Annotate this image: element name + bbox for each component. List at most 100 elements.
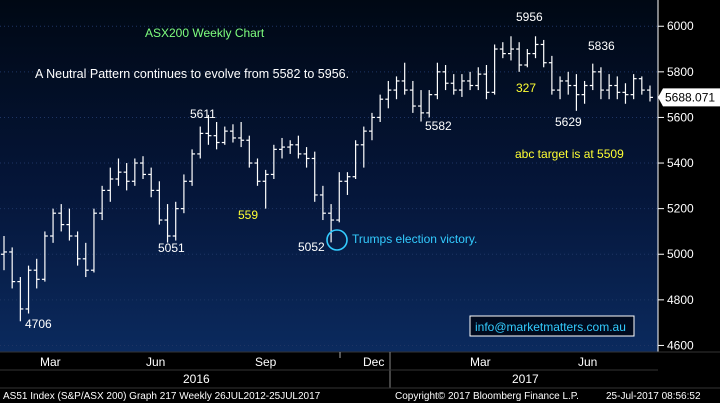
ohlc-bar: [638, 76, 645, 95]
ohlc-bar: [41, 231, 48, 282]
ohlc-bar: [279, 137, 286, 159]
annotation-5611: 5611: [190, 107, 216, 121]
annotation-5956: 5956: [516, 10, 543, 24]
price-axis: 4600 4800 5000 5200 5400 5600 5800 6000: [657, 0, 694, 352]
month-label-sep-2016: Sep: [255, 355, 277, 369]
ohlc-bar: [1, 236, 7, 271]
ohlc-bar: [262, 169, 269, 209]
ohlc-bar: [507, 36, 514, 61]
ohlc-bar: [344, 172, 351, 195]
ohlc-bar: [74, 231, 81, 266]
ohlc-bar: [123, 163, 130, 191]
ohlc-bar: [295, 135, 302, 159]
price-axis-panel: [658, 0, 720, 352]
annotation-5629: 5629: [555, 115, 582, 129]
ohlc-bar: [499, 42, 506, 59]
annotation-trump-election: Trumps election victory.: [352, 232, 477, 246]
ohlc-bar: [90, 208, 97, 273]
watermark-box: [469, 315, 635, 337]
ohlc-bar: [491, 44, 498, 95]
ohlc-bar: [434, 62, 441, 100]
ohlc-bar: [172, 201, 179, 241]
last-price-tag: 5688.071: [658, 88, 720, 107]
ohlc-bar: [189, 149, 196, 186]
ohlc-bar: [401, 62, 408, 95]
ohlc-bar: [66, 208, 73, 241]
annotation-abc-target: abc target is at 5509: [515, 147, 624, 161]
ohlc-bar: [418, 90, 425, 122]
y-tick-label-4600: 4600: [667, 338, 694, 352]
month-label-jun-2017: Jun: [578, 355, 597, 369]
annotation-559: 559: [238, 208, 258, 222]
month-label-mar-2017: Mar: [470, 355, 491, 369]
annotation-5052: 5052: [298, 240, 325, 254]
ohlc-bar: [368, 112, 375, 141]
footer-copyright: Copyright© 2017 Bloomberg Finance L.P.: [395, 391, 579, 402]
annotation-327: 327: [516, 81, 536, 95]
ohlc-bar: [573, 74, 580, 111]
y-tick-label-5400: 5400: [667, 156, 694, 170]
ohlc-bar: [647, 85, 653, 102]
plot-panel: [0, 0, 658, 352]
ohlc-bar: [360, 126, 367, 168]
ohlc-bar: [156, 181, 163, 225]
ohlc-bar: [238, 122, 245, 148]
ohlc-bar: [450, 74, 457, 95]
y-tick-label-5200: 5200: [667, 202, 694, 216]
ohlc-bar: [9, 247, 16, 289]
ohlc-bar: [409, 80, 416, 113]
ohlc-bar: [99, 185, 106, 221]
ohlc-bar: [303, 147, 310, 168]
month-label-mar-2016: Mar: [40, 355, 61, 369]
last-price-label: 5688.071: [665, 90, 715, 104]
annotation-5051: 5051: [158, 241, 185, 255]
ohlc-bar: [131, 158, 138, 186]
y-tick-label-6000: 6000: [667, 19, 694, 33]
ohlc-bar: [107, 167, 114, 202]
ohlc-bar: [246, 135, 253, 168]
ohlc-bar: [328, 204, 335, 243]
ohlc-bar: [483, 65, 490, 100]
month-label-dec-2016: Dec: [363, 355, 384, 369]
ohlc-bar: [557, 76, 564, 100]
month-label-jun-2016: Jun: [146, 355, 165, 369]
ohlc-bar: [475, 67, 482, 91]
ohlc-bar: [532, 36, 539, 59]
ohlc-bar: [442, 65, 449, 91]
ohlc-bar: [254, 158, 261, 186]
gridlines: [0, 25, 658, 346]
ohlc-bar: [352, 140, 359, 179]
ohlc-bar: [524, 49, 531, 68]
ohlc-bar: [458, 74, 465, 97]
ohlc-bar: [377, 94, 384, 122]
ohlc-bar: [565, 71, 572, 95]
y-tick-label-5000: 5000: [667, 247, 694, 261]
ohlc-bar: [540, 39, 547, 68]
ohlc-bar: [270, 144, 277, 179]
election-marker-circle: [326, 229, 348, 251]
ohlc-bar: [180, 174, 187, 214]
footer-timestamp: 25-Jul-2017 08:56:52: [606, 391, 701, 402]
time-axis: Mar Jun Sep Dec Mar Jun 2016 2017: [0, 352, 658, 388]
chart-subtitle: A Neutral Pattern continues to evolve fr…: [35, 67, 349, 81]
chart-title: ASX200 Weekly Chart: [145, 26, 265, 40]
ohlc-bar: [197, 126, 204, 159]
ohlc-bar: [467, 71, 474, 91]
ohlc-bar: [33, 258, 40, 289]
ohlc-bar: [581, 80, 588, 104]
ohlc-bar: [213, 122, 220, 150]
ohlc-bar: [393, 76, 400, 100]
ohlc-bar: [58, 204, 65, 232]
ohlc-bar: [622, 83, 629, 104]
year-label-2016: 2016: [183, 372, 210, 386]
ohlc-bar: [287, 140, 294, 154]
ohlc-bar: [115, 158, 122, 186]
y-tick-label-4800: 4800: [667, 293, 694, 307]
ohlc-bar: [426, 90, 433, 118]
ohlc-bar: [25, 265, 32, 314]
price-bars: [1, 36, 653, 322]
ohlc-bar: [164, 204, 171, 243]
ohlc-bar: [221, 126, 228, 145]
watermark-email: info@marketmatters.com.au: [475, 320, 626, 334]
ohlc-bar: [385, 80, 392, 109]
